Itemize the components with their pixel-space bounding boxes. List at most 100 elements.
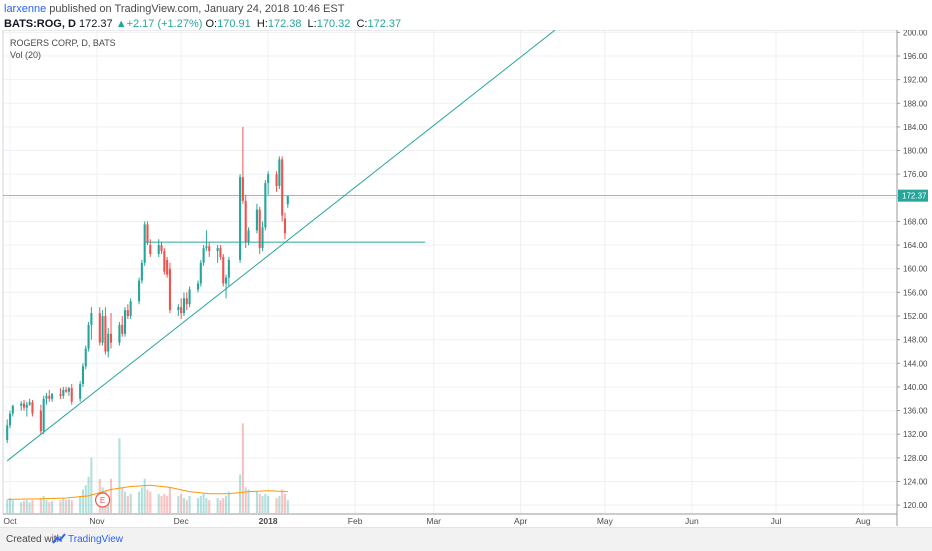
- volume-bar: [11, 500, 14, 513]
- volume-bar: [196, 498, 200, 513]
- volume-bar: [160, 495, 163, 513]
- y-tick-label: 152.00: [903, 312, 928, 321]
- candle-body: [143, 224, 146, 263]
- volume-bar: [39, 498, 42, 513]
- volume-bar: [163, 493, 166, 513]
- candle-body: [90, 313, 93, 325]
- volume-bar: [208, 500, 211, 513]
- candle-body: [180, 307, 183, 314]
- volume-bar: [123, 491, 127, 513]
- candle-body: [241, 177, 244, 201]
- candle-body: [283, 218, 287, 234]
- volume-bar: [48, 502, 51, 513]
- volume-bar: [90, 457, 93, 513]
- plot-border: [2, 29, 898, 515]
- close-value: 172.37: [367, 18, 402, 30]
- change-value: +2.17 (+1.27%): [126, 18, 203, 30]
- candle-body: [267, 174, 270, 184]
- volume-bar: [67, 499, 70, 513]
- earnings-marker-icon: [94, 492, 111, 508]
- candle-body: [222, 256, 225, 284]
- candle-body: [123, 310, 127, 334]
- candle-body: [39, 410, 42, 432]
- y-tick-label: 192.00: [903, 76, 928, 85]
- low-label: L:: [307, 18, 317, 30]
- candle-body: [98, 313, 101, 343]
- candle-body: [25, 404, 28, 408]
- volume-legend: Vol (20): [10, 50, 42, 60]
- chart-header: larxenne published on TradingView.com, J…: [4, 2, 924, 32]
- candle-body: [42, 398, 45, 432]
- volume-bar: [278, 495, 281, 513]
- candle-body: [101, 316, 104, 343]
- volume-bar: [84, 485, 87, 513]
- candle-body: [81, 366, 85, 384]
- price-chart[interactable]: 120.00 124.00 128.00 132.00 136.00 140.00 144.…: [0, 28, 932, 526]
- volume-bar: [264, 493, 267, 513]
- candle-body: [126, 310, 129, 317]
- volume-bar: [225, 495, 228, 513]
- candle-body: [11, 405, 14, 414]
- candle-body: [261, 227, 264, 249]
- candle-body: [107, 333, 110, 352]
- volume-bar: [202, 493, 205, 513]
- volume-bar: [143, 478, 146, 513]
- volume-bar: [261, 495, 264, 513]
- volume-bar: [239, 474, 242, 513]
- volume-bar: [281, 489, 284, 513]
- high-label: H:: [256, 18, 268, 30]
- x-tick-label: 2018: [259, 516, 278, 526]
- y-tick-label: 168.00: [903, 217, 928, 226]
- y-tick-label: 196.00: [903, 52, 928, 61]
- volume-bar: [157, 493, 160, 513]
- y-tick-label: 128.00: [903, 454, 928, 463]
- y-tick-label: 176.00: [903, 170, 928, 179]
- last-price-badge: [898, 189, 928, 202]
- candle-body: [168, 268, 171, 311]
- candle-body: [20, 403, 23, 406]
- volume-bar: [182, 498, 186, 513]
- author-link[interactable]: larxenne: [4, 3, 47, 15]
- volume-bar: [185, 500, 188, 513]
- open-value: 170.91: [217, 18, 251, 30]
- y-tick-label: 184.00: [903, 123, 928, 132]
- volume-bar: [244, 487, 247, 513]
- tradingview-link[interactable]: TradingView: [68, 534, 124, 545]
- volume-bar: [8, 498, 12, 513]
- candle-body: [163, 251, 166, 272]
- candle-body: [247, 230, 250, 243]
- y-tick-label: 136.00: [903, 407, 928, 416]
- volume-bar: [87, 476, 90, 513]
- series-legend: ROGERS CORP, D, BATS: [10, 38, 116, 48]
- candle-body: [185, 298, 188, 305]
- volume-bar: [188, 495, 191, 513]
- published-text: published on TradingView.com, January 24…: [49, 3, 345, 15]
- candle-body: [70, 388, 73, 402]
- candle-body: [104, 316, 107, 352]
- volume-bar: [222, 498, 225, 513]
- volume-bar: [255, 491, 258, 513]
- tradingview-logo-icon: [52, 533, 66, 544]
- y-tick-label: 188.00: [903, 99, 928, 108]
- x-tick-label: May: [597, 516, 614, 526]
- volume-bar: [140, 487, 143, 513]
- volume-bar: [149, 491, 152, 513]
- symbol-label: BATS:ROG, D: [4, 18, 76, 30]
- candle-body: [129, 301, 132, 317]
- chart-area[interactable]: 120.00 124.00 128.00 132.00 136.00 140.00 144.…: [0, 28, 932, 526]
- candle-body: [182, 298, 186, 314]
- y-tick-label: 164.00: [903, 241, 928, 250]
- low-value: 170.32: [316, 18, 351, 30]
- candle-body: [45, 395, 48, 399]
- x-tick-label: Feb: [348, 516, 363, 526]
- trendline: [6, 29, 556, 462]
- volume-bar: [177, 495, 180, 513]
- volume-bar: [62, 498, 65, 513]
- y-tick-label: 124.00: [903, 477, 928, 486]
- candle-body: [216, 248, 219, 252]
- y-tick-label: 156.00: [903, 288, 928, 297]
- volume-bar: [118, 438, 121, 513]
- candle-body: [62, 389, 65, 396]
- last-price: 172.37: [78, 18, 113, 30]
- volume-bar: [129, 493, 132, 513]
